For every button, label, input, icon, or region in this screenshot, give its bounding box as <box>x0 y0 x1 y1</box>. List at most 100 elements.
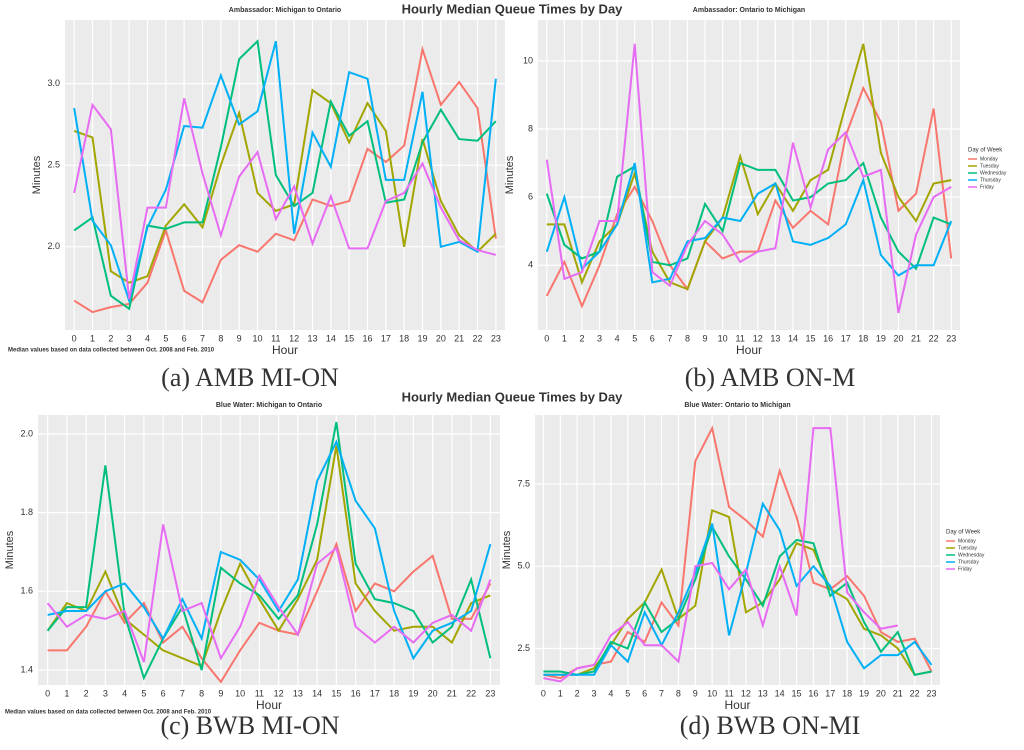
x-tick-label: 8 <box>218 333 223 343</box>
plot-background <box>38 415 500 685</box>
legend-label: Friday <box>980 184 994 190</box>
x-tick-label: 23 <box>946 333 956 343</box>
y-axis-title: Minutes <box>504 155 516 194</box>
legend-label: Thursday <box>958 559 979 565</box>
x-tick-label: 19 <box>859 688 869 698</box>
series-line <box>73 40 497 305</box>
x-tick-label: 23 <box>485 688 495 698</box>
legend-label: Wednesday <box>958 552 985 558</box>
x-tick-label: 14 <box>775 688 785 698</box>
x-tick-label: 17 <box>370 688 380 698</box>
panel-title: Ambassador: Michigan to Ontario <box>229 7 341 14</box>
plot-background <box>65 20 505 330</box>
x-tick-label: 20 <box>876 688 886 698</box>
x-tick-label: 19 <box>876 333 886 343</box>
y-tick-label: 3.0 <box>47 78 60 88</box>
y-tick-label: 7.5 <box>517 478 530 488</box>
series-line <box>73 88 497 284</box>
x-tick-label: 4 <box>608 688 613 698</box>
series-line <box>543 501 933 676</box>
y-tick-label: 5.0 <box>517 561 530 571</box>
y-tick-label: 2.5 <box>47 160 60 170</box>
x-tick-label: 17 <box>825 688 835 698</box>
x-tick-label: 3 <box>127 333 132 343</box>
y-tick-label: 2.0 <box>47 241 60 251</box>
x-tick-label: 16 <box>362 333 372 343</box>
series-line <box>47 541 492 684</box>
x-tick-label: 15 <box>344 333 354 343</box>
x-tick-label: 1 <box>90 333 95 343</box>
x-tick-label: 10 <box>252 333 262 343</box>
x-tick-label: 4 <box>122 688 127 698</box>
x-tick-label: 5 <box>163 333 168 343</box>
x-tick-label: 12 <box>753 333 763 343</box>
x-tick-label: 19 <box>417 333 427 343</box>
panel-title: Blue Water: Ontario to Michigan <box>684 402 790 409</box>
y-tick-label: 8 <box>528 123 533 133</box>
y-tick-label: 2.5 <box>517 643 530 653</box>
x-tick-label: 18 <box>399 333 409 343</box>
x-tick-label: 20 <box>428 688 438 698</box>
legend-title: Day of Week <box>946 530 981 536</box>
x-tick-label: 9 <box>693 688 698 698</box>
x-tick-label: 12 <box>289 333 299 343</box>
legend-title: Day of Week <box>968 148 1003 154</box>
x-tick-label: 3 <box>597 333 602 343</box>
x-tick-label: 23 <box>927 688 937 698</box>
x-tick-label: 17 <box>381 333 391 343</box>
x-tick-label: 7 <box>200 333 205 343</box>
series-line <box>543 425 933 680</box>
y-axis-title: Minutes <box>4 530 16 569</box>
x-tick-label: 5 <box>141 688 146 698</box>
x-tick-label: 6 <box>650 333 655 343</box>
series-line <box>543 524 932 676</box>
y-tick-label: 2.0 <box>20 428 33 438</box>
x-tick-label: 7 <box>667 333 672 343</box>
x-tick-label: 2 <box>108 333 113 343</box>
y-axis-title: Minutes <box>31 155 43 194</box>
x-tick-label: 22 <box>472 333 482 343</box>
x-tick-label: 16 <box>823 333 833 343</box>
y-tick-label: 1.8 <box>20 507 33 517</box>
legend-label: Friday <box>958 566 972 572</box>
x-tick-label: 11 <box>255 688 264 698</box>
x-tick-label: 10 <box>718 333 728 343</box>
legend-label: Thursday <box>980 177 1001 183</box>
series-line <box>73 45 497 314</box>
x-tick-label: 2 <box>84 688 89 698</box>
x-tick-label: 15 <box>331 688 341 698</box>
x-tick-label: 9 <box>218 688 223 698</box>
y-tick-label: 4 <box>528 260 533 270</box>
series-line <box>46 421 492 681</box>
x-tick-label: 20 <box>436 333 446 343</box>
x-tick-label: 15 <box>806 333 816 343</box>
x-tick-label: 3 <box>592 688 597 698</box>
x-tick-label: 14 <box>312 688 322 698</box>
legend-label: Wednesday <box>980 170 1007 176</box>
x-tick-label: 22 <box>910 688 920 698</box>
x-tick-label: 11 <box>271 333 280 343</box>
y-tick-label: 1.4 <box>20 664 33 674</box>
figure-title: Hourly Median Queue Times by Day <box>402 389 624 404</box>
x-tick-label: 13 <box>307 333 317 343</box>
x-tick-label: 7 <box>659 688 664 698</box>
y-axis-title: Minutes <box>501 530 513 569</box>
x-tick-label: 18 <box>842 688 852 698</box>
x-tick-label: 10 <box>707 688 717 698</box>
x-tick-label: 23 <box>491 333 501 343</box>
x-tick-label: 9 <box>237 333 242 343</box>
plot-background <box>538 20 960 330</box>
x-tick-label: 3 <box>103 688 108 698</box>
x-tick-label: 18 <box>858 333 868 343</box>
caption: (b) AMB ON-M <box>685 363 855 392</box>
x-tick-label: 12 <box>274 688 284 698</box>
note: Median values based on data collected be… <box>5 710 212 716</box>
x-tick-label: 20 <box>893 333 903 343</box>
x-tick-label: 1 <box>558 688 563 698</box>
y-tick-label: 1.6 <box>20 586 33 596</box>
x-tick-label: 4 <box>615 333 620 343</box>
caption: (c) BWB MI-ON <box>160 711 339 740</box>
x-tick-label: 2 <box>575 688 580 698</box>
